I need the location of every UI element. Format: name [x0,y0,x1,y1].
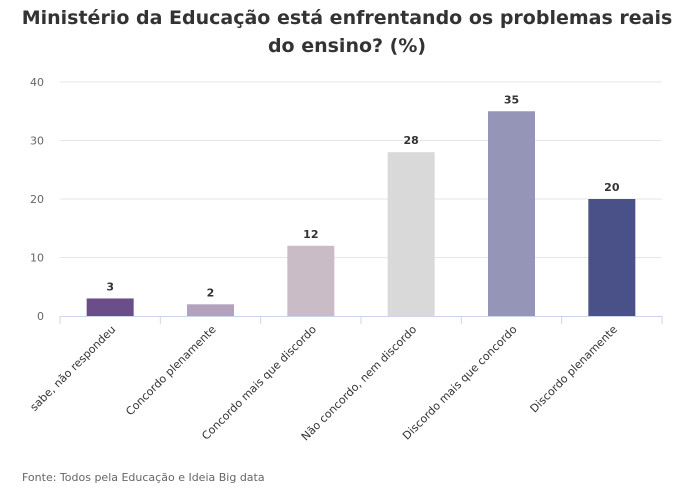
y-tick-label: 20 [30,193,44,206]
x-category-label: Concordo plenamente [123,323,218,418]
data-label: 20 [604,181,620,194]
data-label: 12 [303,228,318,241]
bar-4 [488,111,535,316]
data-label: 3 [106,280,114,293]
bar-1 [187,304,234,316]
x-category-label: Discordo mais que concordo [400,323,520,443]
y-tick-label: 10 [30,252,44,265]
bar-5 [588,199,636,316]
bar-3 [387,152,435,316]
y-tick-label: 0 [37,310,44,323]
bar-0 [86,298,134,316]
x-category-label: Não concordo, nem discordo [299,323,420,444]
y-tick-label: 30 [30,135,44,148]
data-label: 35 [504,93,519,106]
x-category-label: Discordo plenamente [528,323,621,416]
y-tick-label: 40 [30,76,44,89]
data-label: 2 [207,286,215,299]
chart-title: Ministério da Educação está enfrentando … [21,7,673,57]
source-note: Fonte: Todos pela Educação e Ideia Big d… [22,471,265,484]
data-label: 28 [404,134,419,147]
x-category-label: sabe, não respondeu [28,323,119,414]
bar-2 [287,245,335,316]
x-category-label: Concordo mais que discordo [199,323,319,443]
